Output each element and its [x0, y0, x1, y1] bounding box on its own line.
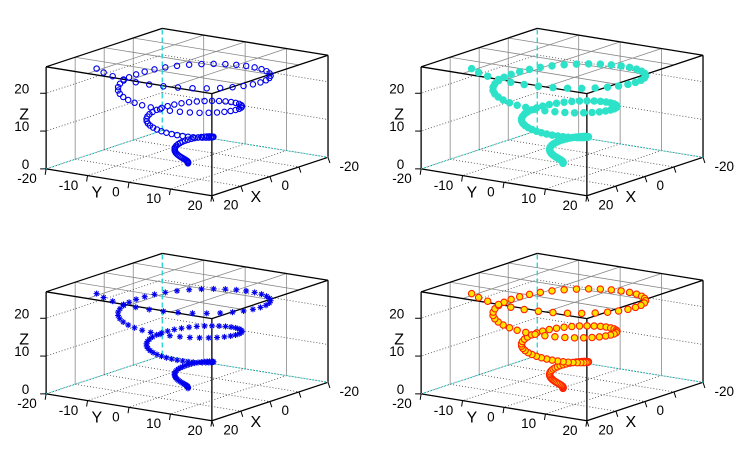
svg-text:20: 20: [598, 197, 613, 212]
svg-text:-20: -20: [392, 171, 412, 186]
svg-text:0: 0: [281, 403, 289, 418]
svg-text:-20: -20: [340, 384, 360, 399]
svg-text:0: 0: [112, 410, 120, 425]
svg-text:20: 20: [389, 81, 404, 96]
svg-text:20: 20: [563, 423, 578, 438]
svg-text:0: 0: [487, 410, 495, 425]
svg-text:10: 10: [146, 416, 161, 431]
svg-text:10: 10: [521, 191, 536, 206]
svg-text:20: 20: [223, 422, 238, 437]
svg-text:10: 10: [146, 191, 161, 206]
svg-text:-20: -20: [715, 159, 735, 174]
svg-text:0: 0: [22, 382, 30, 397]
svg-text:Z: Z: [394, 332, 404, 349]
svg-text:X: X: [626, 414, 637, 431]
svg-text:0: 0: [397, 157, 405, 172]
svg-text:0: 0: [397, 382, 405, 397]
svg-text:Z: Z: [19, 332, 29, 349]
svg-text:0: 0: [487, 185, 495, 200]
svg-text:Z: Z: [19, 107, 29, 124]
svg-text:Y: Y: [466, 409, 477, 426]
svg-text:-20: -20: [340, 159, 360, 174]
svg-text:20: 20: [389, 306, 404, 321]
svg-text:X: X: [251, 189, 262, 206]
svg-text:X: X: [626, 189, 637, 206]
svg-text:20: 20: [598, 422, 613, 437]
svg-text:20: 20: [223, 197, 238, 212]
svg-text:Y: Y: [91, 184, 102, 201]
svg-text:Y: Y: [466, 184, 477, 201]
svg-text:-10: -10: [59, 178, 79, 193]
svg-text:20: 20: [14, 306, 29, 321]
svg-text:-20: -20: [715, 384, 735, 399]
svg-text:10: 10: [521, 416, 536, 431]
svg-text:X: X: [251, 414, 262, 431]
svg-text:-20: -20: [392, 396, 412, 411]
svg-text:-10: -10: [59, 403, 79, 418]
svg-text:Y: Y: [91, 409, 102, 426]
svg-text:-20: -20: [17, 396, 37, 411]
svg-text:0: 0: [656, 178, 664, 193]
svg-text:20: 20: [188, 423, 203, 438]
svg-text:20: 20: [188, 198, 203, 213]
svg-text:-20: -20: [17, 171, 37, 186]
svg-text:20: 20: [563, 198, 578, 213]
svg-text:0: 0: [22, 157, 30, 172]
svg-text:-10: -10: [434, 178, 454, 193]
svg-text:0: 0: [281, 178, 289, 193]
svg-text:0: 0: [112, 185, 120, 200]
svg-text:20: 20: [14, 81, 29, 96]
svg-text:Z: Z: [394, 107, 404, 124]
svg-text:-10: -10: [434, 403, 454, 418]
svg-text:0: 0: [656, 403, 664, 418]
